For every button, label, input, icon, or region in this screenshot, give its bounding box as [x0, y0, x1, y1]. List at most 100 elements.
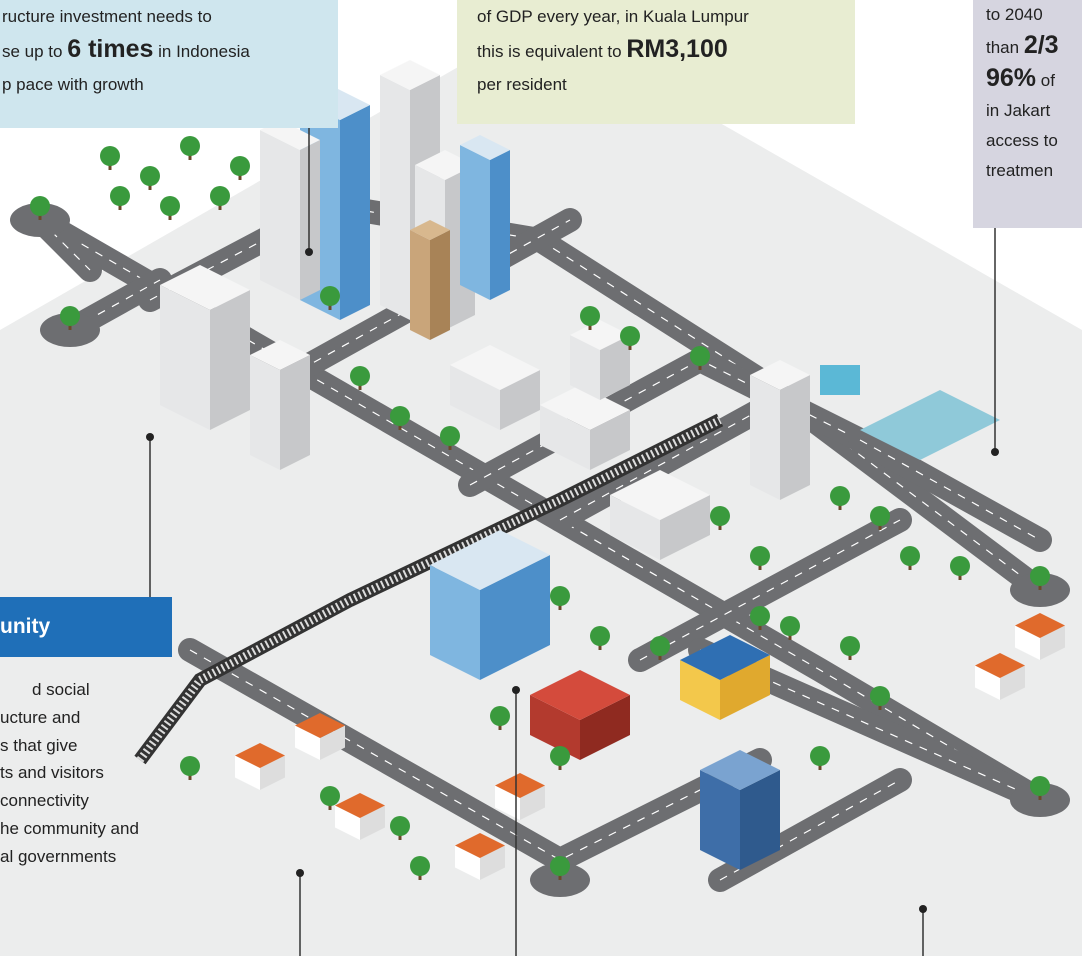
tree: [750, 546, 770, 566]
road-marking: [299, 219, 571, 371]
tree: [550, 746, 570, 766]
tree: [900, 546, 920, 566]
water-tank: [820, 365, 860, 395]
text: treatmen: [986, 161, 1054, 180]
building-left: [700, 770, 740, 870]
section-line: connectivity: [0, 791, 89, 811]
building-left: [430, 565, 480, 680]
road-marking: [859, 439, 1041, 541]
building-roof: [450, 345, 540, 390]
building-roof: [750, 360, 810, 390]
text: se up to: [2, 42, 68, 61]
building-roof: [410, 220, 450, 240]
tree: [690, 346, 710, 366]
callout-line: 96% of: [973, 63, 1082, 96]
building-right: [720, 655, 770, 720]
tree: [780, 616, 800, 636]
building-right: [660, 495, 710, 560]
building-right: [300, 140, 320, 300]
tree: [230, 156, 250, 176]
building-roof: [460, 135, 510, 160]
tree: [180, 756, 200, 776]
section-line: d social: [32, 680, 90, 699]
callout-line: treatmen: [973, 156, 1082, 186]
building-left: [410, 230, 430, 340]
tree: [390, 816, 410, 836]
building-roof: [430, 530, 550, 590]
building-left: [380, 75, 410, 320]
tree: [550, 856, 570, 876]
callout: ructure investment needs to se up to 6 ti…: [0, 0, 338, 128]
callout: of GDP every year, in Kuala Lumpur this i…: [457, 0, 855, 124]
text: p pace with growth: [2, 75, 144, 94]
tree: [590, 626, 610, 646]
tree: [180, 136, 200, 156]
tree: [30, 196, 50, 216]
tree: [950, 556, 970, 576]
building-right: [580, 695, 630, 760]
road-marking: [699, 649, 1041, 801]
road-marking: [39, 219, 91, 271]
building-left: [160, 285, 210, 430]
building-right: [480, 555, 550, 680]
building-right: [260, 755, 285, 790]
leaders: [149, 128, 996, 956]
leader-dot: [305, 248, 313, 256]
building-roof: [295, 713, 345, 738]
text: of GDP every year, in Kuala Lumpur: [477, 7, 749, 26]
treatment-plant: [860, 390, 1000, 460]
building-right: [520, 785, 545, 820]
building-right: [600, 335, 630, 400]
callout-line: in Jakart: [973, 96, 1082, 126]
tree: [110, 186, 130, 206]
tree: [350, 366, 370, 386]
building-right: [1040, 625, 1065, 660]
callout-line: ructure investment needs to: [0, 0, 338, 33]
tree: [60, 306, 80, 326]
text: to 2040: [986, 5, 1043, 24]
building-left: [295, 725, 320, 760]
building-roof: [540, 385, 630, 430]
building-right: [320, 725, 345, 760]
highlight: 2/3: [1023, 31, 1059, 59]
building-roof: [160, 265, 250, 310]
building-right: [430, 230, 450, 340]
tree: [580, 306, 600, 326]
tree: [870, 686, 890, 706]
text: access to: [986, 131, 1058, 150]
tree: [1030, 566, 1050, 586]
section-line: ts and visitors: [0, 763, 104, 783]
building-left: [335, 805, 360, 840]
leader-dot: [146, 433, 154, 441]
building-left: [450, 365, 500, 430]
building-roof: [250, 340, 310, 370]
leader-dot: [919, 905, 927, 913]
tree: [490, 706, 510, 726]
tree: [750, 606, 770, 626]
building-roof: [570, 320, 630, 350]
road-marking: [559, 409, 761, 521]
building-roof: [235, 743, 285, 768]
building-left: [975, 665, 1000, 700]
building-left: [260, 130, 300, 300]
callout-line: p pace with growth: [0, 68, 338, 101]
callout-line: to 2040: [973, 0, 1082, 30]
building-left: [495, 785, 520, 820]
building-right: [280, 355, 310, 470]
building-left: [530, 695, 580, 760]
callout-line: se up to 6 times in Indonesia: [0, 33, 338, 68]
building-roof: [680, 635, 770, 680]
section-text: d social ucture and s that give ts and visi…: [0, 676, 139, 871]
building-roof: [495, 773, 545, 798]
text: than: [986, 38, 1024, 57]
building-right: [490, 150, 510, 300]
tree: [390, 406, 410, 426]
callout-line: of GDP every year, in Kuala Lumpur: [457, 0, 855, 33]
section-heading: unity: [0, 597, 172, 657]
section-line: he community and: [0, 818, 139, 838]
building-left: [455, 845, 480, 880]
building-right: [360, 805, 385, 840]
highlight: RM3,100: [626, 35, 728, 63]
